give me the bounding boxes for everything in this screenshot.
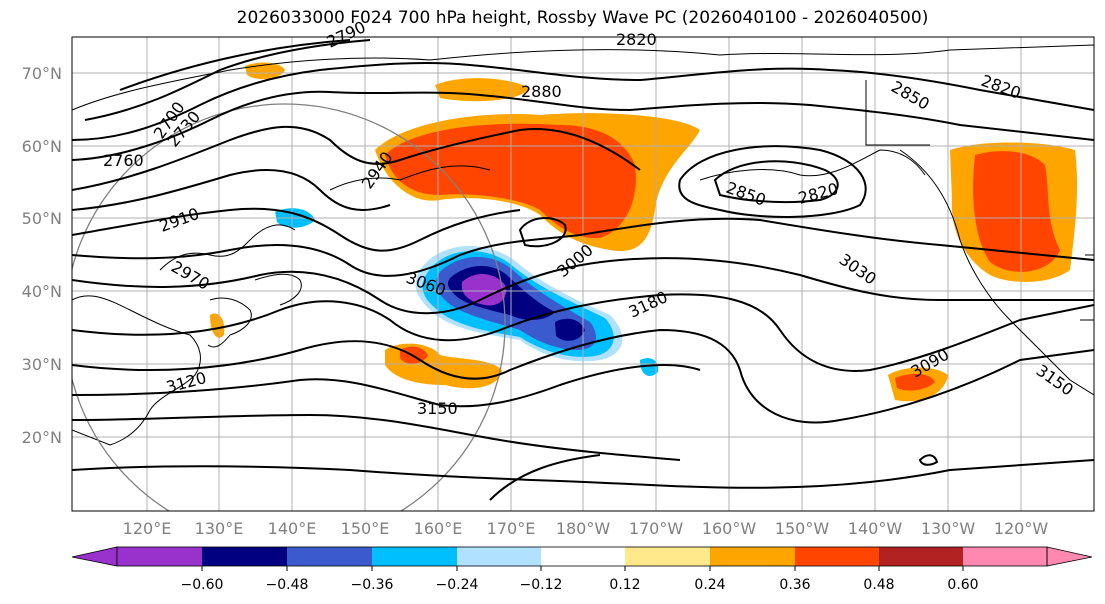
colorbar-tick-label: −0.36 [351, 577, 394, 593]
colorbar-tick-label: −0.12 [520, 577, 563, 593]
negative-anomaly-small [640, 358, 659, 376]
longitude-labels: 120°E 130°E 140°E 150°E 160°E 170°E 180°… [123, 519, 1049, 538]
positive-anomaly-north-strip [435, 78, 530, 102]
lon-label: 170°W [629, 519, 684, 538]
colorbar-tick-label: 0.48 [863, 577, 894, 593]
lon-label: 160°W [702, 519, 757, 538]
lon-label: 140°W [848, 519, 903, 538]
figure-title: 2026033000 F024 700 hPa height, Rossby W… [236, 8, 929, 28]
negative-anomaly-second-core [555, 318, 585, 341]
lat-label: 70°N [22, 64, 62, 83]
graticule [72, 37, 1094, 511]
contour-label: 2820 [616, 30, 657, 49]
colorbar-segment [457, 547, 541, 566]
height-contours [72, 39, 1094, 501]
negative-anomaly-core [461, 274, 507, 306]
colorbar-segment [625, 547, 710, 566]
lat-label: 30°N [22, 355, 62, 374]
lon-label: 150°E [341, 519, 390, 538]
lat-label: 50°N [22, 209, 62, 228]
colorbar-segment [541, 547, 625, 566]
range-circle [72, 103, 506, 511]
contour-label: 2760 [103, 151, 144, 170]
positive-anomaly-japan [210, 313, 225, 338]
colorbar-segment [795, 547, 879, 566]
lon-label: 130°W [921, 519, 976, 538]
colorbar-tick-label: −0.60 [181, 577, 224, 593]
positive-anomaly-alaska-core [385, 123, 636, 239]
colorbar-segment [710, 547, 795, 566]
colorbar-tick-label: 0.60 [947, 577, 978, 593]
colorbar-tick-label: −0.48 [266, 577, 309, 593]
colorbar-segment [879, 547, 963, 566]
lon-label: 150°W [775, 519, 830, 538]
latitude-labels: 70°N 60°N 50°N 40°N 30°N 20°N [22, 64, 62, 447]
lon-label: 170°E [487, 519, 536, 538]
anomaly-shading [210, 62, 1078, 402]
lon-label: 120°W [994, 519, 1049, 538]
colorbar: −0.60 −0.48 −0.36 −0.24 −0.12 0.12 0.24 … [71, 546, 1093, 593]
lat-label: 20°N [22, 428, 62, 447]
contour-label: 2880 [521, 82, 562, 101]
colorbar-extend-high [1046, 546, 1093, 567]
lon-label: 120°E [123, 519, 172, 538]
lon-label: 180°W [556, 519, 611, 538]
colorbar-segment [372, 547, 457, 566]
colorbar-segment [117, 547, 202, 566]
colorbar-tick-label: 0.12 [609, 577, 640, 593]
lat-label: 60°N [22, 137, 62, 156]
colorbar-tick-label: 0.24 [694, 577, 725, 593]
lon-label: 130°E [195, 519, 244, 538]
colorbar-segment [202, 547, 287, 566]
lon-label: 140°E [268, 519, 317, 538]
colorbar-tick-label: −0.24 [436, 577, 479, 593]
map-frame [71, 36, 1095, 512]
colorbar-extend-low [71, 546, 118, 567]
colorbar-segment [963, 547, 1047, 566]
colorbar-segment [287, 547, 372, 566]
lat-label: 40°N [22, 282, 62, 301]
positive-anomaly-coast-core [973, 151, 1060, 272]
positive-anomaly-east-pacific-core [895, 373, 935, 391]
lon-label: 160°E [414, 519, 463, 538]
colorbar-tick-label: 0.36 [779, 577, 810, 593]
contour-label: 3150 [417, 399, 458, 418]
